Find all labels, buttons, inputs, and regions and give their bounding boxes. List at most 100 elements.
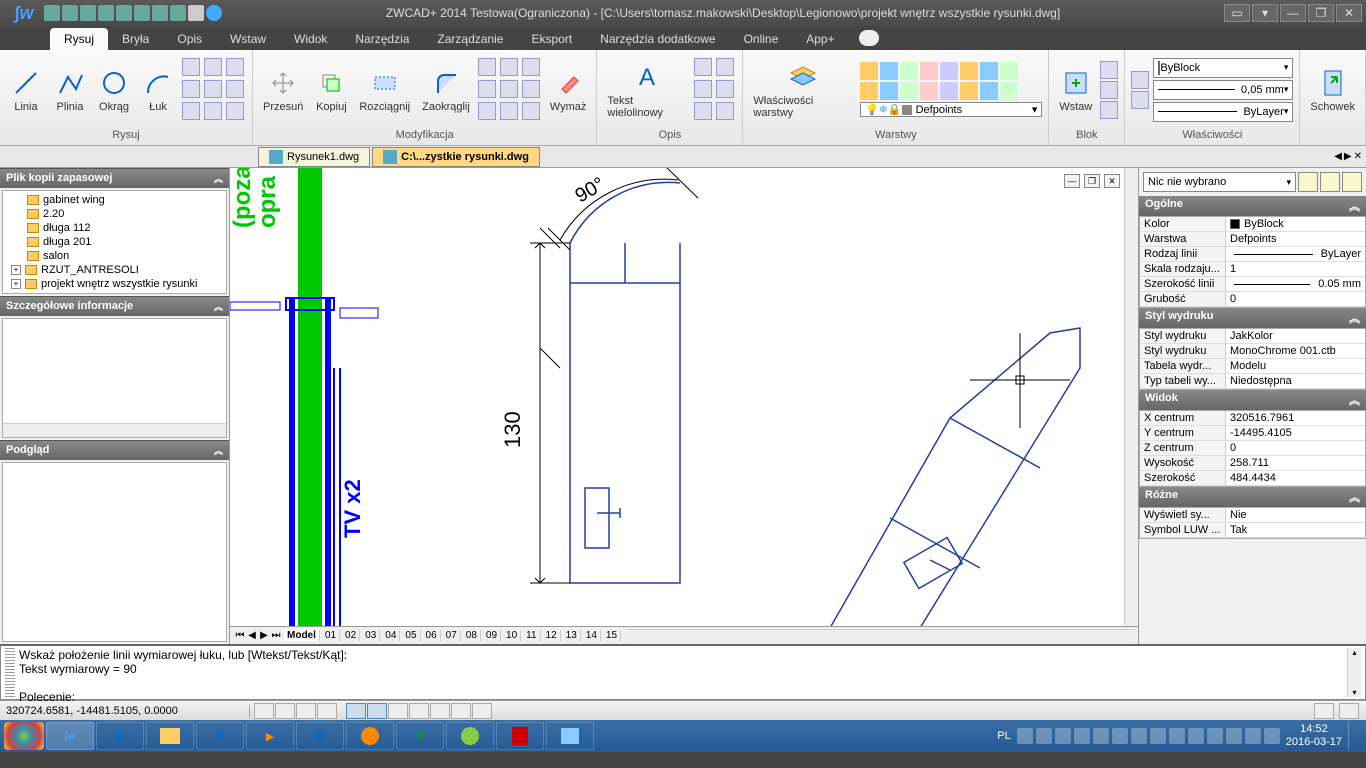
tree-item[interactable]: 2.20: [5, 207, 224, 221]
qat-dropdown-icon[interactable]: [188, 5, 204, 21]
tree-item[interactable]: +RZUT_ANTRESOLI: [5, 263, 224, 277]
qat-saveas-icon[interactable]: [98, 5, 114, 21]
tray-icon[interactable]: [1074, 728, 1090, 744]
layer-tool-icon[interactable]: [860, 62, 878, 80]
details-header[interactable]: Szczegółowe informacje︽: [0, 296, 229, 316]
clean-screen-icon[interactable]: [1339, 703, 1359, 719]
ribbon-opts-button[interactable]: ▾: [1252, 4, 1278, 22]
property-row[interactable]: Tabela wydr...Modelu: [1140, 359, 1365, 374]
tab-zarzadzanie[interactable]: Zarządzanie: [423, 28, 517, 50]
taskbar-app[interactable]: [146, 722, 194, 750]
cycle-toggle[interactable]: [451, 703, 471, 719]
clock[interactable]: 14:52 2016-03-17: [1286, 723, 1342, 749]
tree-item[interactable]: +projekt wnętrz wszystkie rysunki: [5, 277, 224, 291]
layout-tab[interactable]: 04: [382, 630, 400, 641]
layer-tool-icon[interactable]: [880, 62, 898, 80]
tree-item[interactable]: gabinet wing: [5, 193, 224, 207]
mtext-button[interactable]: ATekst wielolinowy: [603, 59, 690, 121]
tray-icon[interactable]: [1188, 728, 1204, 744]
tab-online[interactable]: Online: [730, 28, 793, 50]
circle-button[interactable]: Okrąg: [94, 65, 134, 115]
quick-select-icon[interactable]: [1298, 172, 1318, 192]
tree-item[interactable]: salon: [5, 249, 224, 263]
rotate-icon[interactable]: [478, 58, 496, 76]
taskbar-app[interactable]: ∫w: [46, 722, 94, 750]
property-row[interactable]: Skala rodzaju...1: [1140, 262, 1365, 277]
layer-tool-icon[interactable]: [940, 62, 958, 80]
field-icon[interactable]: [716, 102, 734, 120]
property-row[interactable]: Styl wydrukuMonoChrome 001.ctb: [1140, 344, 1365, 359]
layout-tab[interactable]: 11: [523, 630, 540, 641]
ortho-toggle[interactable]: [296, 703, 316, 719]
select-obj-icon[interactable]: [1342, 172, 1362, 192]
layer-tool-icon[interactable]: [1000, 82, 1018, 100]
tray-icon[interactable]: [1169, 728, 1185, 744]
rect-icon[interactable]: [182, 58, 200, 76]
layout-tab[interactable]: 12: [543, 630, 561, 641]
language-indicator[interactable]: PL: [997, 730, 1010, 742]
linetype-selector[interactable]: ByLayer: [1153, 102, 1293, 122]
tree-item[interactable]: długa 201: [5, 235, 224, 249]
props-palette-icon[interactable]: [1131, 91, 1149, 109]
layer-tool-icon[interactable]: [960, 62, 978, 80]
dim-angular-icon[interactable]: [694, 80, 712, 98]
qat-preview-icon[interactable]: [134, 5, 150, 21]
qat-new-icon[interactable]: [44, 5, 60, 21]
match-props-icon[interactable]: [1131, 71, 1149, 89]
polar-toggle[interactable]: [317, 703, 337, 719]
point-icon[interactable]: [226, 80, 244, 98]
tab-narzedzia-dodatkowe[interactable]: Narzędzia dodatkowe: [586, 28, 729, 50]
close-button[interactable]: ✕: [1336, 4, 1362, 22]
minimize-button[interactable]: —: [1280, 4, 1306, 22]
drawing-tab[interactable]: Rysunek1.dwg: [258, 147, 370, 167]
erase-button[interactable]: Wymaż: [546, 65, 591, 115]
layout-scrollbar[interactable]: [627, 629, 1134, 643]
property-row[interactable]: X centrum320516.7961: [1140, 411, 1365, 426]
fillet-button[interactable]: Zaokrąglij: [418, 65, 474, 115]
qat-print-icon[interactable]: [116, 5, 132, 21]
leader-icon[interactable]: [716, 80, 734, 98]
property-row[interactable]: Symbol LUW ...Tak: [1140, 523, 1365, 538]
revision-icon[interactable]: [204, 102, 222, 120]
layer-props-button[interactable]: Właściwości warstwy: [749, 59, 856, 121]
line-button[interactable]: Linia: [6, 65, 46, 115]
property-row[interactable]: Typ tabeli wy...Niedostępna: [1140, 374, 1365, 389]
layer-tool-icon[interactable]: [860, 82, 878, 100]
tab-bryla[interactable]: Bryła: [108, 28, 163, 50]
extend-icon[interactable]: [500, 80, 518, 98]
tray-icon[interactable]: [1264, 728, 1280, 744]
taskbar-app[interactable]: [546, 722, 594, 750]
taskbar-app[interactable]: [446, 722, 494, 750]
layout-tab[interactable]: 05: [402, 630, 420, 641]
props-misc-header[interactable]: Różne︽: [1139, 487, 1366, 507]
workspace-icon[interactable]: [1314, 703, 1334, 719]
layout-tab[interactable]: 14: [583, 630, 601, 641]
property-row[interactable]: Styl wydrukuJakKolor: [1140, 329, 1365, 344]
layout-tab[interactable]: 02: [342, 630, 360, 641]
clipboard-button[interactable]: Schowek: [1306, 65, 1359, 115]
layer-selector[interactable]: 💡❄🔒 Defpoints ▾: [860, 102, 1042, 117]
vertical-scrollbar[interactable]: [1124, 168, 1138, 626]
tray-icon[interactable]: [1093, 728, 1109, 744]
lineweight-selector[interactable]: 0,05 mm: [1153, 80, 1293, 100]
layout-tab[interactable]: 13: [563, 630, 581, 641]
tray-icon[interactable]: [1112, 728, 1128, 744]
vp-close-icon[interactable]: ✕: [1104, 174, 1120, 188]
vp-min-icon[interactable]: —: [1064, 174, 1080, 188]
tray-icon[interactable]: [1226, 728, 1242, 744]
anno-toggle[interactable]: [472, 703, 492, 719]
qat-redo-icon[interactable]: [170, 5, 186, 21]
tray-icon[interactable]: [1055, 728, 1071, 744]
props-general-header[interactable]: Ogólne︽: [1139, 196, 1366, 216]
ellipse-icon[interactable]: [182, 80, 200, 98]
property-row[interactable]: Szerokość linii0.05 mm: [1140, 277, 1365, 292]
grid-toggle[interactable]: [275, 703, 295, 719]
drawing-canvas[interactable]: (poza opra TV x2: [230, 168, 1138, 626]
props-plotstyle-header[interactable]: Styl wydruku︽: [1139, 308, 1366, 328]
spline-icon[interactable]: [226, 58, 244, 76]
layer-tool-icon[interactable]: [900, 62, 918, 80]
tray-icon[interactable]: [1131, 728, 1147, 744]
tab-opis[interactable]: Opis: [163, 28, 216, 50]
layer-tool-icon[interactable]: [920, 62, 938, 80]
snap-toggle[interactable]: [254, 703, 274, 719]
